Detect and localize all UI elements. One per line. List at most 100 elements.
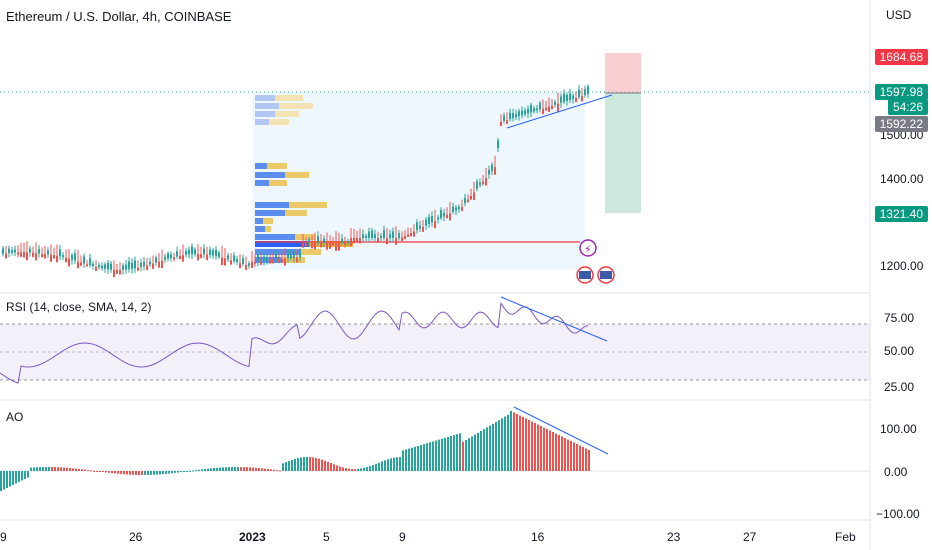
position-stop-zone[interactable] — [605, 93, 641, 213]
candle-body — [134, 260, 136, 269]
candle-body — [131, 262, 133, 269]
ao-bar — [300, 457, 302, 471]
candle-body — [137, 267, 139, 271]
candle-body — [350, 238, 352, 246]
lightning-event-icon[interactable] — [579, 239, 597, 257]
position-target-zone[interactable] — [605, 53, 641, 93]
candle-body — [527, 108, 529, 114]
candle-body — [491, 164, 493, 171]
ao-bar — [240, 467, 242, 471]
ao-bar — [441, 438, 443, 471]
candle-body — [146, 265, 148, 270]
candle-body — [458, 206, 460, 209]
candle-body — [506, 120, 508, 124]
ao-bar — [75, 468, 77, 471]
candles — [2, 84, 589, 278]
ao-bar — [78, 468, 80, 471]
ao-bar — [132, 471, 134, 475]
ao-bar — [54, 467, 56, 471]
ao-bar — [459, 433, 461, 471]
candle-body — [314, 243, 316, 250]
candle-body — [473, 192, 475, 201]
candle-body — [479, 182, 481, 186]
candle-body — [281, 258, 283, 263]
candle-body — [497, 140, 499, 148]
ao-bar — [0, 471, 2, 491]
candle-body — [290, 254, 292, 258]
ao-label: AO — [6, 410, 24, 424]
ao-bar — [294, 458, 296, 471]
candle-body — [179, 255, 181, 260]
ao-bar — [345, 468, 347, 471]
ao-bar — [372, 464, 374, 471]
candle-body — [266, 257, 268, 261]
candle-body — [518, 111, 520, 117]
ao-bar — [579, 445, 581, 471]
ao-bar — [339, 466, 341, 471]
candle-body — [536, 108, 538, 111]
candle-body — [374, 234, 376, 238]
candle-body — [254, 261, 256, 264]
candle-body — [89, 258, 91, 266]
candle-body — [236, 259, 238, 263]
candle-body — [554, 101, 556, 105]
candle-body — [551, 105, 553, 110]
time-axis-label: 23 — [667, 530, 681, 544]
candle-body — [203, 248, 205, 255]
ao-bar — [159, 471, 161, 475]
candle-body — [449, 213, 451, 221]
ao-bar — [93, 470, 95, 472]
candle-body — [503, 115, 505, 122]
ao-bar — [420, 445, 422, 471]
candle-body — [443, 212, 445, 217]
candle-body — [500, 122, 502, 127]
candle-body — [77, 261, 79, 269]
candle-body — [119, 269, 121, 275]
candle-body — [182, 255, 184, 262]
candle-body — [437, 217, 439, 220]
ao-bar — [189, 470, 191, 472]
chart-title: Ethereum / U.S. Dollar, 4h, COINBASE — [6, 9, 232, 24]
price-trendline[interactable] — [506, 94, 613, 129]
candle-body — [128, 261, 130, 270]
candle-body — [161, 260, 163, 269]
candle-body — [62, 254, 64, 258]
ao-bar — [303, 457, 305, 471]
ao-trendline[interactable] — [513, 406, 609, 455]
rsi-trendline[interactable] — [500, 296, 608, 342]
ao-bar — [375, 463, 377, 471]
candle-body — [545, 107, 547, 110]
candle-body — [539, 102, 541, 110]
candle-body — [461, 206, 463, 211]
candle-body — [224, 258, 226, 266]
ao-bar — [99, 471, 101, 472]
ao-bar — [393, 457, 395, 471]
ao-bar — [414, 446, 416, 471]
candle-body — [389, 234, 391, 238]
stop-price-tag: 1321.40 — [874, 206, 928, 222]
candle-body — [347, 240, 349, 243]
candle-body — [377, 238, 379, 242]
candle-body — [284, 258, 286, 266]
candle-body — [164, 256, 166, 260]
ao-bar — [390, 458, 392, 471]
ao-bar — [330, 463, 332, 471]
candle-body — [587, 86, 589, 95]
candle-body — [200, 254, 202, 259]
ao-bar — [342, 467, 344, 471]
candle-body — [140, 262, 142, 268]
ao-bar — [318, 458, 320, 471]
ao-bar — [426, 443, 428, 471]
candle-body — [251, 261, 253, 268]
candle-body — [113, 269, 115, 278]
candle-body — [263, 256, 265, 261]
ao-bar — [552, 432, 554, 471]
candle-body — [122, 265, 124, 270]
ao-bar — [315, 457, 317, 471]
ao-bar — [447, 436, 449, 471]
ao-bar — [327, 461, 329, 471]
ao-bar — [144, 471, 146, 475]
ao-bar — [216, 467, 218, 471]
rsi-label: RSI (14, close, SMA, 14, 2) — [6, 300, 152, 314]
